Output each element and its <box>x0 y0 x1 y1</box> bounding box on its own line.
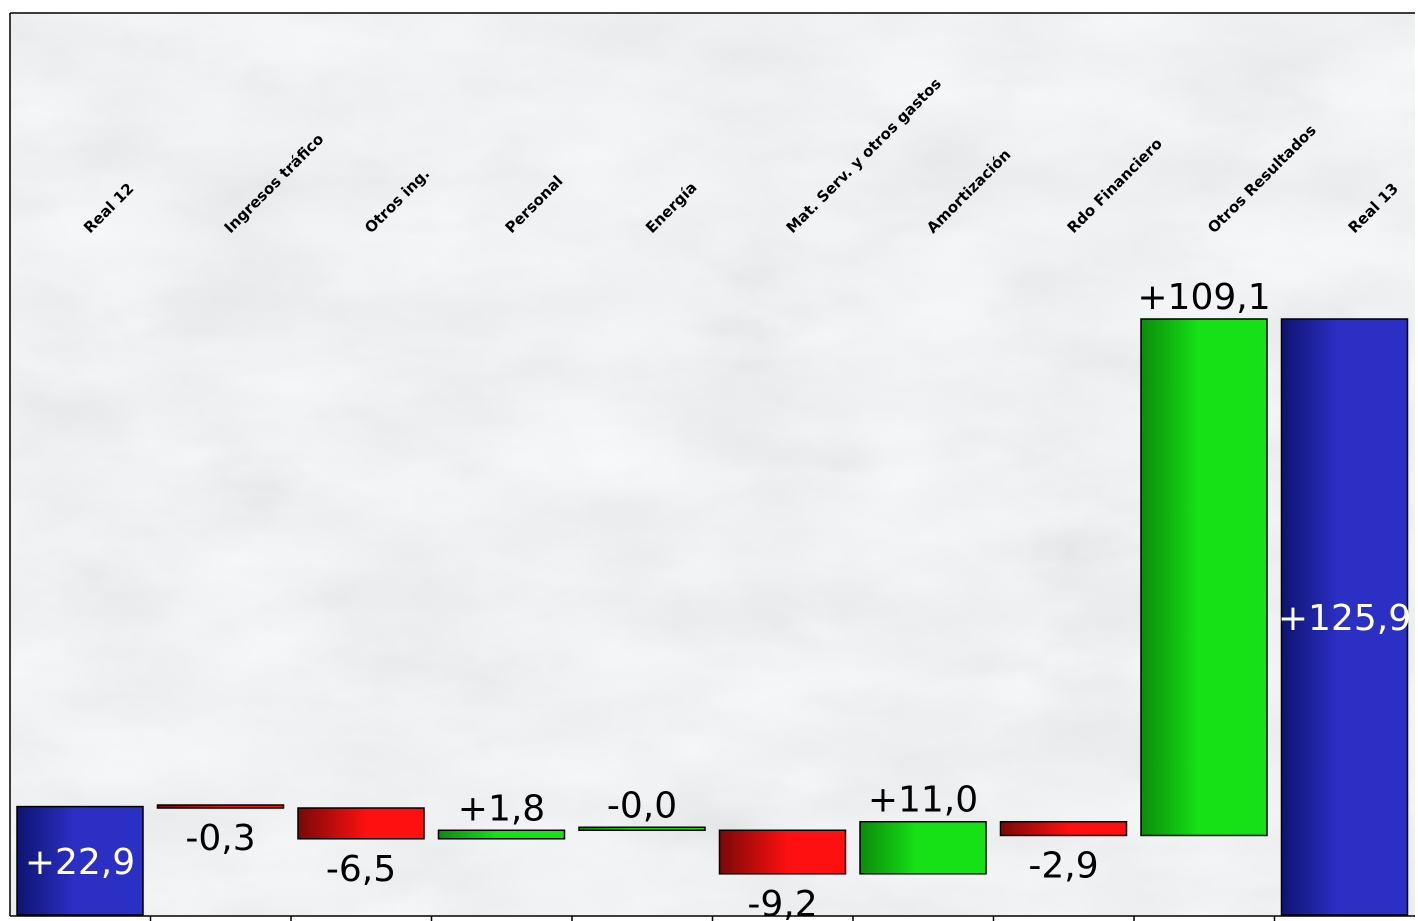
value-label-real-12: +22,9 <box>25 842 135 883</box>
bar-ingresos-trafico <box>156 804 285 809</box>
bar-amortizacion <box>859 820 987 875</box>
bar-otros-resultados <box>1140 318 1268 837</box>
value-label-mat-serv-y-otros-gastos: -9,2 <box>747 884 817 921</box>
bar-energia <box>578 826 706 832</box>
bar-personal <box>437 829 566 840</box>
value-label-ingresos-trafico: -0,3 <box>185 818 255 859</box>
bars-layer <box>16 318 1409 916</box>
value-labels-layer: +22,9 -0,3 -6,5 +1,8 -0,0 -9,2 +11,0 -2,9 +109,1… <box>25 277 1411 921</box>
plot-frame <box>9 12 1415 921</box>
bar-otros-ing <box>297 807 425 840</box>
x-axis-ticks <box>149 916 1276 921</box>
bar-real-13 <box>1280 318 1409 916</box>
bar-mat-serv-y-otros-gastos <box>718 829 847 875</box>
value-label-amortizacion: +11,0 <box>868 780 978 821</box>
value-label-otros-resultados: +109,1 <box>1137 277 1270 318</box>
value-label-real-13: +125,9 <box>1278 598 1411 639</box>
bar-rdo-financiero <box>999 820 1128 837</box>
value-label-rdo-financiero: -2,9 <box>1028 845 1098 886</box>
value-label-personal: +1,8 <box>458 788 545 829</box>
value-label-energia: -0,0 <box>607 785 677 826</box>
bar-real-12 <box>16 805 144 916</box>
value-label-otros-ing: -6,5 <box>326 849 396 890</box>
